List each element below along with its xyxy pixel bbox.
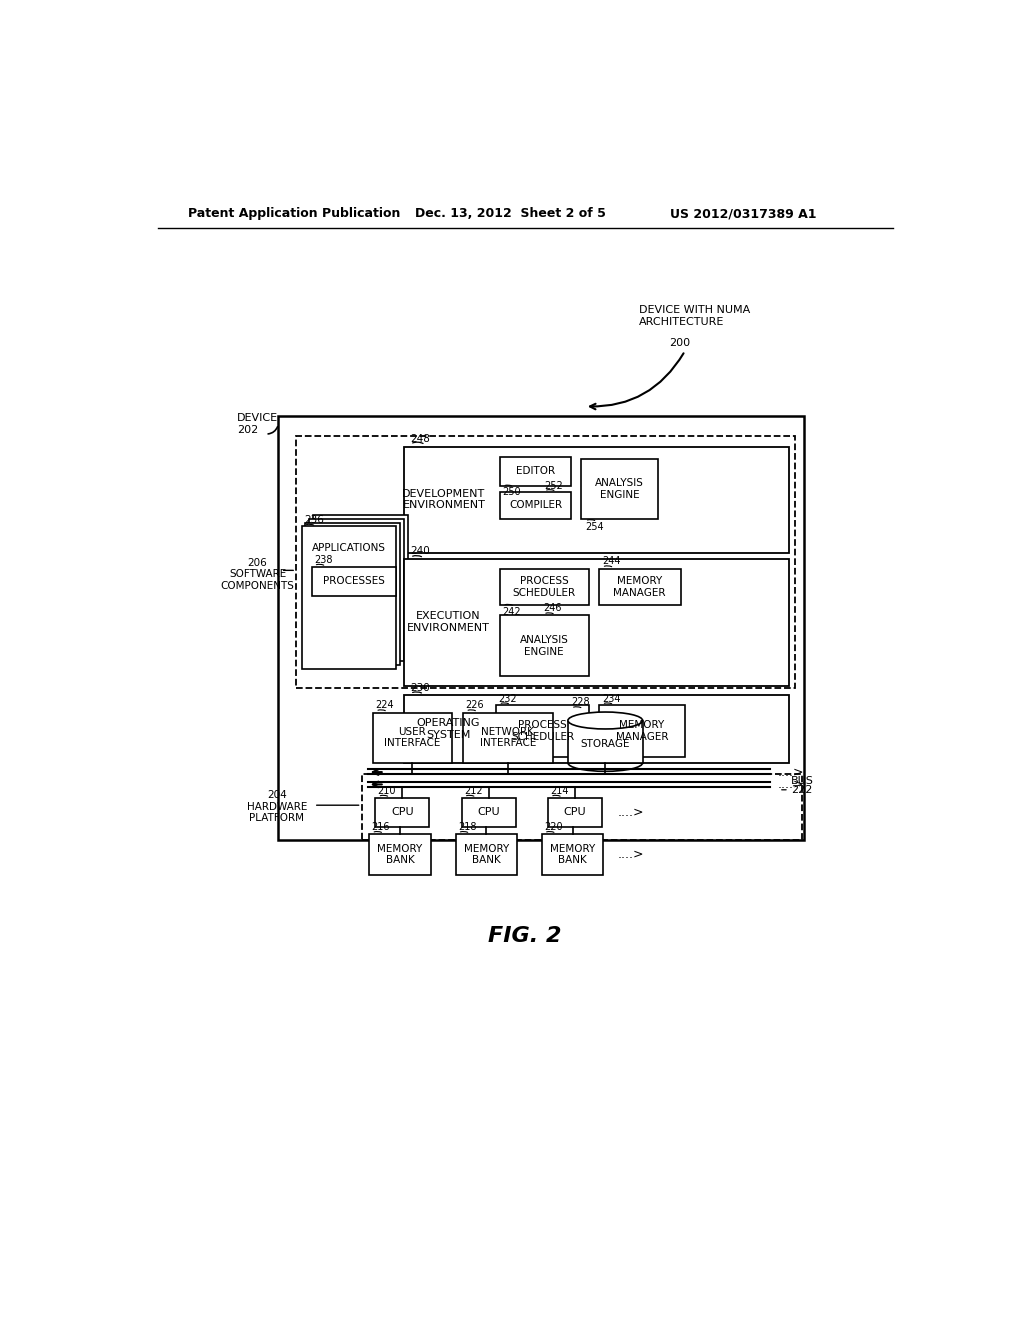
Bar	[301, 527, 396, 669]
Text: 232: 232	[499, 693, 517, 704]
Text: NETWORK
INTERFACE: NETWORK INTERFACE	[479, 726, 536, 748]
Text: CPU: CPU	[391, 807, 414, 817]
Text: MEMORY
MANAGER: MEMORY MANAGER	[615, 721, 668, 742]
Bar	[462, 797, 515, 826]
Text: 214: 214	[550, 785, 568, 796]
Bar	[500, 457, 571, 486]
Bar	[599, 569, 681, 605]
Text: DEVICE: DEVICE	[237, 413, 278, 422]
Text: 200: 200	[670, 338, 690, 348]
Text: 204
HARDWARE
PLATFORM: 204 HARDWARE PLATFORM	[247, 791, 307, 824]
Bar	[403, 558, 788, 686]
Text: 224: 224	[376, 701, 394, 710]
Bar	[403, 696, 788, 763]
Text: 250: 250	[503, 487, 521, 498]
Text: CPU: CPU	[477, 807, 500, 817]
Text: 202: 202	[237, 425, 258, 436]
Text: 220: 220	[544, 822, 562, 832]
Bar	[456, 834, 517, 875]
Bar	[313, 515, 408, 657]
Text: ....>: ....>	[777, 766, 804, 779]
Text: 238: 238	[313, 554, 333, 565]
Text: 244: 244	[602, 557, 621, 566]
Text: OPERATING
SYSTEM: OPERATING SYSTEM	[417, 718, 480, 739]
Text: EXECUTION
ENVIRONMENT: EXECUTION ENVIRONMENT	[408, 611, 490, 632]
Text: PROCESS
SCHEDULER: PROCESS SCHEDULER	[511, 721, 574, 742]
Bar	[542, 834, 603, 875]
Bar	[305, 523, 400, 665]
Bar	[403, 447, 788, 553]
Text: 222: 222	[792, 785, 813, 795]
Text: FIG. 2: FIG. 2	[488, 927, 561, 946]
Bar	[373, 713, 453, 763]
Text: MEMORY
BANK: MEMORY BANK	[550, 843, 595, 866]
Text: 242: 242	[503, 607, 521, 616]
Bar	[568, 721, 643, 763]
Bar	[279, 416, 804, 840]
Text: APPLICATIONS: APPLICATIONS	[312, 543, 386, 553]
Text: ANALYSIS
ENGINE: ANALYSIS ENGINE	[519, 635, 568, 656]
Text: DEVICE WITH NUMA
ARCHITECTURE: DEVICE WITH NUMA ARCHITECTURE	[639, 305, 750, 327]
Text: 252: 252	[544, 480, 563, 491]
Ellipse shape	[568, 711, 643, 729]
Text: 236: 236	[304, 515, 324, 525]
Text: 230: 230	[410, 682, 430, 693]
Bar	[311, 566, 396, 595]
Bar	[309, 519, 403, 661]
Bar	[500, 569, 589, 605]
Text: USER
INTERFACE: USER INTERFACE	[384, 726, 440, 748]
Text: ....>: ....>	[617, 847, 644, 861]
Bar	[370, 834, 431, 875]
Text: MEMORY
MANAGER: MEMORY MANAGER	[613, 577, 666, 598]
Text: 246: 246	[544, 603, 562, 614]
Text: ....>: ....>	[777, 777, 804, 791]
Text: 234: 234	[602, 693, 621, 704]
Text: PROCESS
SCHEDULER: PROCESS SCHEDULER	[512, 577, 575, 598]
Text: COMPILER: COMPILER	[509, 500, 562, 510]
Text: US 2012/0317389 A1: US 2012/0317389 A1	[670, 207, 816, 220]
Bar	[599, 705, 685, 758]
Text: BUS: BUS	[792, 776, 814, 785]
Text: ANALYSIS
ENGINE: ANALYSIS ENGINE	[595, 478, 644, 499]
Bar	[296, 436, 795, 688]
Text: 210: 210	[378, 785, 396, 796]
Text: 226: 226	[466, 701, 484, 710]
Text: 212: 212	[464, 785, 482, 796]
Text: 206
SOFTWARE
COMPONENTS: 206 SOFTWARE COMPONENTS	[221, 557, 295, 591]
Text: 248: 248	[410, 434, 430, 444]
Bar	[463, 713, 553, 763]
Bar	[500, 615, 589, 676]
Text: 240: 240	[410, 546, 430, 557]
Text: 228: 228	[571, 697, 590, 708]
Text: 218: 218	[458, 822, 476, 832]
Bar	[500, 492, 571, 519]
Text: STORAGE: STORAGE	[581, 739, 630, 748]
Bar	[361, 775, 802, 840]
Text: Patent Application Publication: Patent Application Publication	[188, 207, 400, 220]
Text: ....>: ....>	[617, 805, 644, 818]
Text: Dec. 13, 2012  Sheet 2 of 5: Dec. 13, 2012 Sheet 2 of 5	[416, 207, 606, 220]
Bar	[497, 705, 589, 758]
Text: DEVELOPMENT
ENVIRONMENT: DEVELOPMENT ENVIRONMENT	[402, 488, 485, 511]
Text: MEMORY
BANK: MEMORY BANK	[378, 843, 423, 866]
Text: 254: 254	[585, 521, 603, 532]
Text: PROCESSES: PROCESSES	[323, 576, 385, 586]
Text: 216: 216	[372, 822, 390, 832]
Text: EDITOR: EDITOR	[516, 466, 555, 477]
Bar	[548, 797, 602, 826]
Bar	[376, 797, 429, 826]
Text: CPU: CPU	[563, 807, 586, 817]
Text: MEMORY
BANK: MEMORY BANK	[464, 843, 509, 866]
Bar	[581, 459, 658, 519]
